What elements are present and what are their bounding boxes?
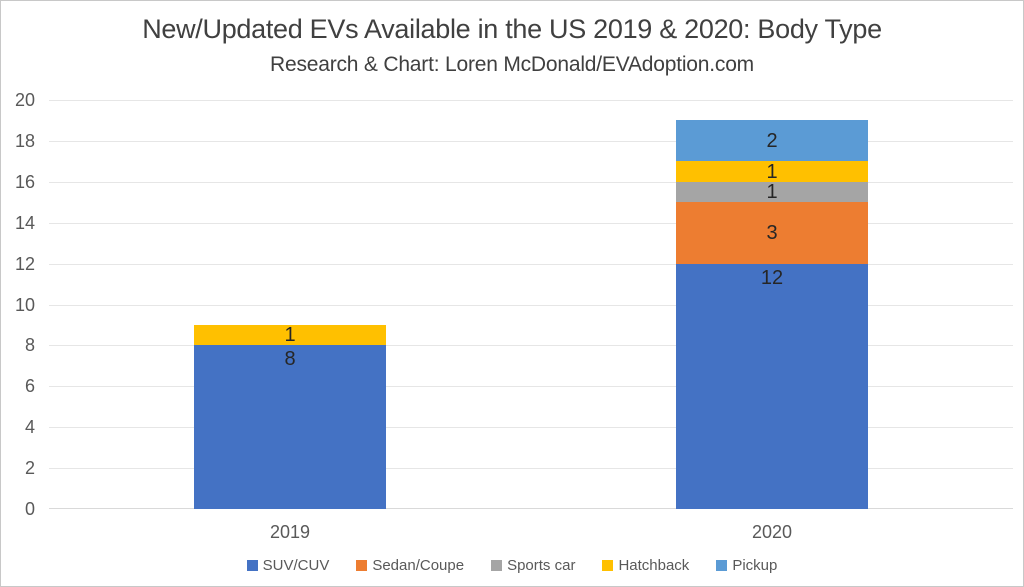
legend-swatch-icon xyxy=(491,560,503,571)
data-label: 1 xyxy=(766,160,778,183)
data-label: 12 xyxy=(760,267,784,289)
gridline xyxy=(49,141,1013,142)
gridline xyxy=(49,182,1013,183)
y-axis-tick-label: 0 xyxy=(24,499,35,519)
legend-label: SUV/CUV xyxy=(262,557,330,574)
gridline xyxy=(49,386,1013,387)
y-axis-tick-label: 20 xyxy=(14,90,35,110)
y-axis-tick-label: 12 xyxy=(14,254,35,274)
data-label: 1 xyxy=(284,324,296,346)
gridline xyxy=(49,264,1013,265)
y-axis-tick-label: 4 xyxy=(24,417,35,437)
y-axis-tick-label: 14 xyxy=(14,213,35,233)
gridline xyxy=(49,100,1013,101)
bar-segment-sedan-coupe-2020: 3 xyxy=(676,202,868,264)
x-axis-line xyxy=(49,508,1013,509)
plot-area: 8 1 12 3 1 1 2 xyxy=(49,100,1013,509)
gridline xyxy=(49,468,1013,469)
legend-item-sedan-coupe: Sedan/Coupe xyxy=(356,557,464,574)
legend-swatch-icon xyxy=(716,560,728,571)
x-axis-label-2020: 2020 xyxy=(751,522,793,542)
gridline xyxy=(49,223,1013,224)
y-axis-tick-label: 8 xyxy=(24,335,35,355)
x-axis-label-2019: 2019 xyxy=(269,522,311,542)
y-axis-tick-label: 16 xyxy=(14,172,35,192)
legend-item-pickup: Pickup xyxy=(716,557,777,574)
y-axis-tick-label: 6 xyxy=(24,376,35,396)
bar-segment-sports-car-2020: 1 xyxy=(676,181,868,203)
gridline xyxy=(49,345,1013,346)
gridline xyxy=(49,305,1013,306)
gridline xyxy=(49,427,1013,428)
bar-segment-suv-cuv-2019: 8 xyxy=(194,345,386,509)
chart-title: New/Updated EVs Available in the US 2019… xyxy=(142,14,882,44)
legend-swatch-icon xyxy=(602,560,614,571)
data-label: 3 xyxy=(766,222,778,244)
data-label: 8 xyxy=(284,348,296,370)
y-axis-tick-label: 18 xyxy=(14,131,35,151)
legend-swatch-icon xyxy=(246,560,258,571)
data-label: 2 xyxy=(766,129,778,152)
legend-label: Hatchback xyxy=(618,557,690,574)
legend-item-sports-car: Sports car xyxy=(491,557,575,574)
legend-swatch-icon xyxy=(356,560,368,571)
bar-segment-pickup-2020: 2 xyxy=(676,120,868,161)
bar-segment-hatchback-2019: 1 xyxy=(194,324,386,346)
legend-label: Pickup xyxy=(732,557,778,574)
y-axis-tick-label: 10 xyxy=(14,295,35,315)
legend-item-suv-cuv: SUV/CUV xyxy=(246,557,330,574)
bar-segment-suv-cuv-2020: 12 xyxy=(676,264,868,509)
legend-item-hatchback: Hatchback xyxy=(602,557,689,574)
x-axis: 2019 2020 xyxy=(1,521,1023,543)
y-axis: 0 2 4 6 8 10 12 14 16 18 20 xyxy=(1,91,35,518)
legend-label: Sports car xyxy=(507,557,576,574)
legend-label: Sedan/Coupe xyxy=(372,557,465,574)
legend: SUV/CUV Sedan/Coupe Sports car Hatchback Pic… xyxy=(1,557,1023,574)
bar-segment-hatchback-2020: 1 xyxy=(676,160,868,183)
chart-subtitle: Research & Chart: Loren McDonald/EVAdopt… xyxy=(270,53,754,76)
data-label: 1 xyxy=(766,181,778,203)
y-axis-tick-label: 2 xyxy=(24,458,35,478)
